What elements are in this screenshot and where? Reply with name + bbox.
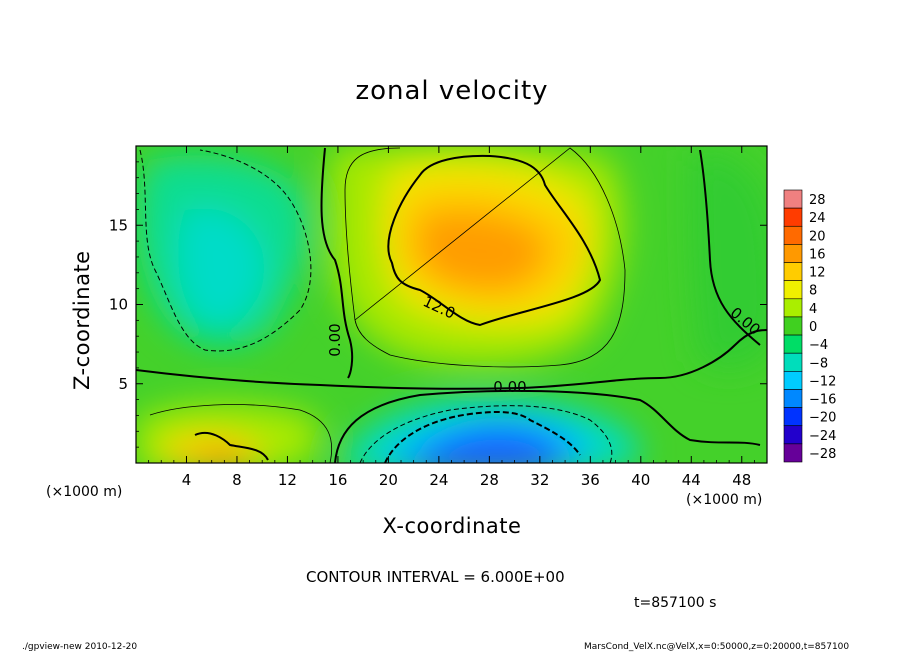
colorbar-swatch	[783, 262, 803, 281]
colorbar-swatch	[783, 334, 803, 354]
x-tick-label: 4	[182, 471, 192, 489]
colorbar-swatch	[783, 352, 803, 372]
y-tick-label: 10	[109, 296, 128, 314]
contour-12	[387, 154, 602, 327]
colorbar: 28 24 20 16 12 8 4 0 −4 −8 −12 −16 −20 −24 −28	[783, 189, 836, 463]
colorbar-label: 8	[809, 284, 817, 299]
contour-interval-note: CONTOUR INTERVAL = 6.000E+00	[306, 568, 565, 586]
right-region	[690, 150, 767, 368]
contour-label: 0.00	[493, 378, 526, 396]
colorbar-label: 20	[809, 229, 826, 244]
colorbar-swatch	[783, 407, 803, 427]
negative-core-upper-left	[177, 208, 265, 328]
colorbar-label: 4	[809, 302, 817, 317]
contour-12-lower-left	[194, 431, 269, 461]
contour-zero-center	[136, 147, 767, 390]
contour-6-lower-left	[149, 404, 333, 463]
colorbar-swatch	[783, 425, 803, 445]
x-ticks: 4 8 12 16 20 24 28 32 36 40 44 48	[148, 146, 755, 489]
time-label: t=857100 s	[634, 595, 717, 611]
colorbar-swatch	[783, 298, 803, 318]
x-tick-label: 24	[429, 471, 448, 489]
colorbar-label: 0	[809, 320, 817, 335]
chart-title: zonal velocity	[355, 76, 549, 106]
y-tick-label: 5	[118, 375, 128, 393]
colorbar-label: 28	[809, 193, 826, 208]
colorbar-swatch	[783, 225, 803, 245]
colorbar-label: −28	[809, 447, 836, 462]
x-tick-label: 44	[682, 471, 701, 489]
negative-region-lower-core	[414, 428, 565, 463]
colorbar-label: 24	[809, 211, 826, 226]
contour-label: 0.00	[326, 323, 344, 356]
colorbar-swatch	[783, 389, 803, 408]
y-tick-label: 15	[109, 216, 128, 234]
colorbar-label: −8	[809, 356, 828, 371]
colorbar-label: −24	[809, 429, 836, 444]
contour-minus6-upper	[139, 149, 312, 352]
x-axis-label: X-coordinate	[0, 514, 904, 538]
colorbar-swatch	[783, 207, 803, 227]
positive-region-max	[417, 211, 546, 291]
colorbar-label: 16	[809, 247, 826, 262]
x-tick-label: 20	[379, 471, 398, 489]
footer-left: ./gpview-new 2010-12-20	[22, 642, 138, 652]
colorbar-label: −4	[809, 338, 828, 353]
colorbar-swatch	[783, 189, 803, 209]
x-axis-label-text: X-coordinate	[382, 514, 522, 538]
contour-label-text: 0.00	[326, 323, 344, 356]
x-tick-label: 8	[232, 471, 242, 489]
colorbar-swatch	[783, 280, 803, 300]
x-unit-left: (×1000 m)	[46, 484, 123, 500]
x-tick-label: 32	[530, 471, 549, 489]
colorbar-swatch	[783, 244, 803, 263]
colorbar-label: −16	[809, 393, 836, 408]
colorbar-label: −12	[809, 374, 836, 389]
positive-region-lower-left-max	[200, 449, 250, 463]
contour-zero-right	[699, 149, 761, 346]
colorbar-label: 12	[809, 266, 826, 281]
colorbar-swatch	[783, 371, 803, 390]
colorbar-swatch	[783, 316, 803, 336]
footer-right: MarsCond_VelX.nc@VelX,x=0:50000,z=0:2000…	[584, 642, 850, 652]
colorbar-swatch	[783, 443, 803, 463]
x-tick-label: 36	[581, 471, 600, 489]
x-tick-label: 40	[631, 471, 650, 489]
contour-minus12-lower	[384, 411, 581, 463]
y-ticks: 5 10 15	[109, 161, 767, 448]
x-tick-label: 12	[278, 471, 297, 489]
colorbar-label: −20	[809, 411, 836, 426]
contour-label-text: 0.00	[493, 378, 526, 396]
x-tick-label: 16	[328, 471, 347, 489]
x-tick-label: 48	[732, 471, 751, 489]
contour-6	[344, 147, 626, 368]
x-unit-right: (×1000 m)	[686, 492, 763, 508]
velocity-field	[136, 146, 767, 463]
contour-zero-lower	[334, 389, 761, 463]
contour-minus6-lower	[359, 405, 613, 463]
x-tick-label: 28	[480, 471, 499, 489]
